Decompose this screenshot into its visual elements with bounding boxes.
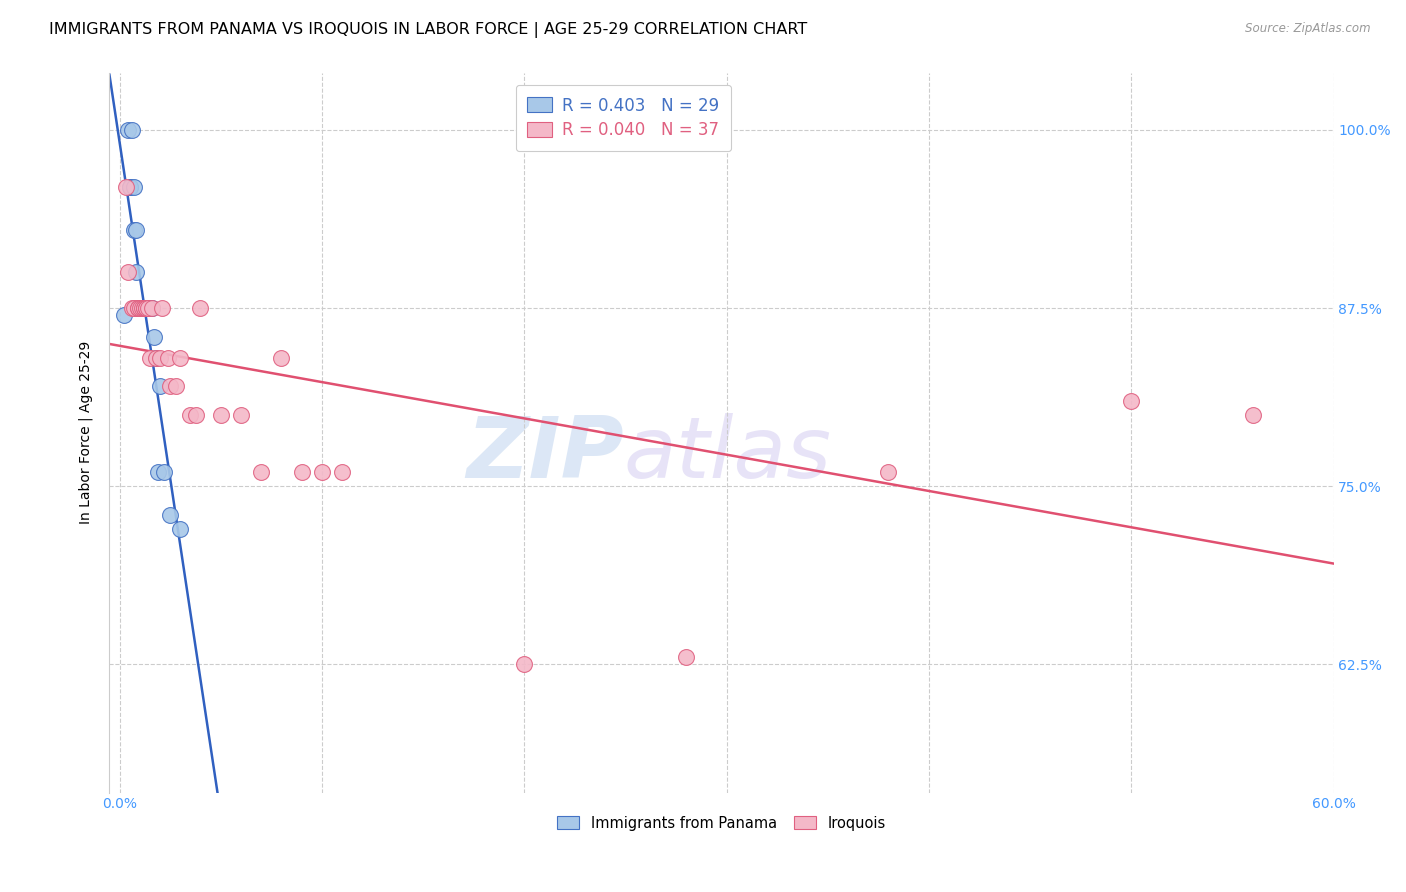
Point [128, 301, 150, 315]
Point [128, 301, 150, 315]
Point [311, 465, 333, 479]
Point [139, 301, 162, 315]
Point [145, 351, 167, 365]
Point [153, 465, 176, 479]
Point [117, 265, 139, 279]
Point [128, 301, 150, 315]
Y-axis label: In Labor Force | Age 25-29: In Labor Force | Age 25-29 [79, 341, 93, 524]
Point [118, 180, 141, 194]
Point [125, 223, 148, 237]
Point [139, 351, 162, 365]
Point [132, 301, 155, 315]
Point [114, 180, 136, 194]
Point [136, 301, 159, 315]
Text: ZIP: ZIP [465, 413, 623, 496]
Point [125, 265, 148, 279]
Point [877, 465, 900, 479]
Point [135, 301, 157, 315]
Point [270, 351, 292, 365]
Point [142, 329, 165, 343]
Point [159, 379, 181, 393]
Point [1241, 408, 1264, 422]
Point [169, 351, 191, 365]
Point [145, 351, 167, 365]
Point [122, 223, 145, 237]
Point [122, 180, 145, 194]
Point [291, 465, 314, 479]
Legend: Immigrants from Panama, Iroquois: Immigrants from Panama, Iroquois [548, 807, 894, 839]
Point [117, 123, 139, 137]
Point [132, 301, 155, 315]
Point [135, 301, 157, 315]
Point [131, 301, 153, 315]
Point [146, 465, 169, 479]
Point [186, 408, 208, 422]
Point [150, 301, 173, 315]
Point [157, 351, 180, 365]
Point [1121, 393, 1143, 408]
Point [132, 301, 155, 315]
Point [165, 379, 187, 393]
Point [169, 522, 191, 536]
Point [250, 465, 273, 479]
Point [127, 301, 149, 315]
Point [132, 301, 155, 315]
Point [131, 301, 153, 315]
Point [112, 308, 135, 322]
Point [675, 650, 697, 665]
Point [149, 351, 172, 365]
Point [118, 180, 141, 194]
Point [128, 301, 150, 315]
Text: IMMIGRANTS FROM PANAMA VS IROQUOIS IN LABOR FORCE | AGE 25-29 CORRELATION CHART: IMMIGRANTS FROM PANAMA VS IROQUOIS IN LA… [49, 22, 807, 38]
Point [159, 508, 181, 522]
Point [136, 301, 159, 315]
Point [135, 301, 157, 315]
Point [190, 301, 212, 315]
Point [121, 123, 143, 137]
Point [513, 657, 536, 672]
Point [131, 301, 153, 315]
Point [127, 301, 149, 315]
Point [135, 301, 157, 315]
Point [141, 301, 163, 315]
Text: Source: ZipAtlas.com: Source: ZipAtlas.com [1246, 22, 1371, 36]
Point [330, 465, 353, 479]
Point [209, 408, 232, 422]
Point [149, 379, 172, 393]
Point [179, 408, 201, 422]
Point [229, 408, 252, 422]
Text: atlas: atlas [623, 413, 831, 496]
Point [122, 301, 145, 315]
Point [121, 301, 143, 315]
Point [127, 301, 149, 315]
Point [141, 301, 163, 315]
